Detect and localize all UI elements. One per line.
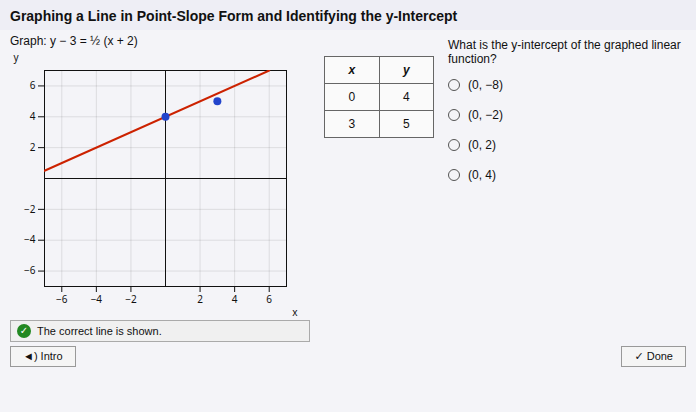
svg-text:6: 6 [266,292,272,306]
svg-text:6: 6 [30,78,36,92]
html-text:(0, −2): (0, −2) [468,108,503,122]
svg-text:y: y [14,50,20,64]
svg-text:4: 4 [232,292,238,306]
html-text:✓ Done: ✓ Done [634,350,673,362]
svg-text:2: 2 [30,140,36,154]
html-text:◄) Intro: ◄) Intro [23,350,63,362]
html-text:x: x [348,63,356,77]
html-text:4: 4 [402,90,410,104]
html-text:0: 0 [348,90,356,104]
html-text:Graphing a Line in Point-Slope: Graphing a Line in Point-Slope Form and … [10,8,458,24]
html-text:What is the y-intercept of the: What is the y-intercept of the graphed l… [448,38,681,66]
svg-text:−2: −2 [125,292,137,306]
svg-text:−4: −4 [24,232,36,246]
html-text:(0, 2): (0, 2) [468,138,496,152]
html-text:3: 3 [348,117,356,131]
html-text:Graph: y − 3 = ½ (x + 2): Graph: y − 3 = ½ (x + 2) [10,34,138,48]
svg-text:4: 4 [30,109,36,123]
svg-text:2: 2 [197,292,203,306]
html-text:The correct line is shown.: The correct line is shown. [37,325,162,337]
svg-text:−6: −6 [24,263,36,277]
html-text:(0, 4): (0, 4) [468,168,496,182]
html-text:y: y [402,63,410,77]
svg-text:−2: −2 [24,202,36,216]
svg-text:x: x [292,305,298,319]
html-text:5: 5 [402,117,410,131]
svg-text:−6: −6 [56,292,68,306]
svg-text:−4: −4 [91,292,103,306]
html-text:(0, −8): (0, −8) [468,78,503,92]
